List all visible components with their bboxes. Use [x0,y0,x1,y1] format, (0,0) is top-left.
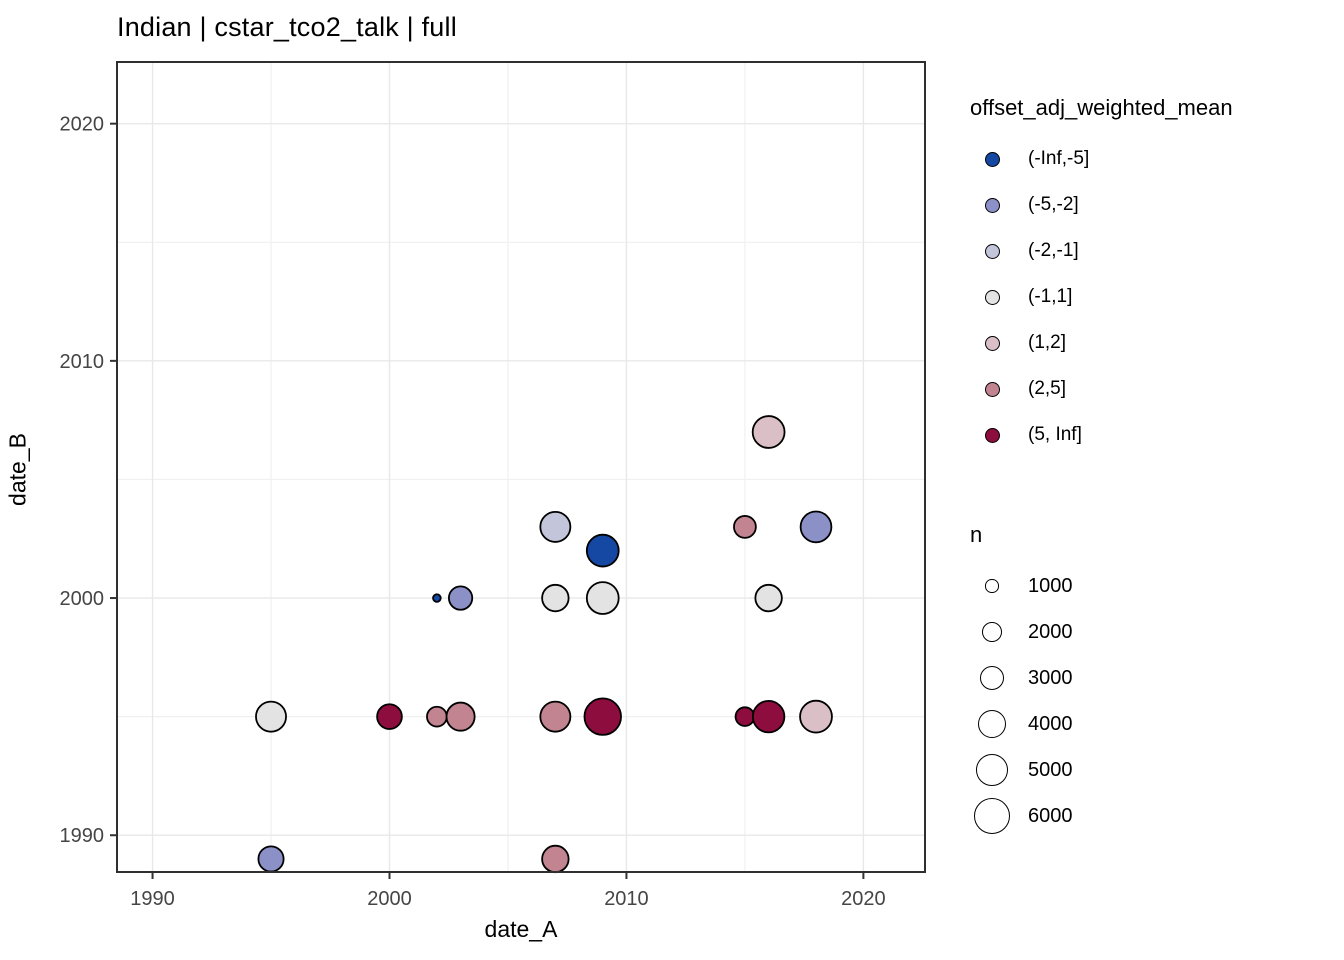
color-legend-label: (1,2] [1028,332,1067,353]
y-tick-label: 1990 [60,825,105,847]
data-point [541,844,570,874]
data-point [585,581,620,615]
color-swatch-circle [984,335,1000,351]
color-swatch-circle [984,197,1000,213]
color-legend-items: (-Inf,-5] (-5,-2] (-2,-1] (-1,1] (1,2] (2,5] (… [970,136,1330,458]
y-axis-title: date_B [4,433,31,506]
legend-key-box [970,622,1014,642]
size-legend-item: 2000 [970,609,1330,655]
data-point [754,583,783,613]
data-point [541,583,570,613]
data-point [734,706,756,727]
color-legend-label: (-5,-2] [1028,194,1079,215]
color-legend-label: (-2,-1] [1028,240,1079,261]
size-legend-label: 6000 [1028,804,1073,827]
color-legend-item: (-Inf,-5] [970,136,1330,182]
color-legend: offset_adj_weighted_mean (-Inf,-5] (-5,-2… [970,96,1330,458]
data-point [751,699,786,734]
color-legend-item: (-5,-2] [970,182,1330,228]
size-key-circle [977,709,1007,739]
color-legend-item: (1,2] [970,320,1330,366]
legend-key-box [970,197,1014,213]
data-point [799,510,833,544]
x-tick-label: 2000 [367,888,412,910]
x-tick-label: 1990 [130,888,175,910]
data-point [751,415,786,449]
panel-border [116,61,926,873]
color-legend-item: (2,5] [970,366,1330,412]
x-tick-label: 2020 [841,888,886,910]
size-legend-label: 3000 [1028,666,1073,689]
x-axis-title: date_A [484,916,558,942]
size-legend-label: 5000 [1028,758,1073,781]
x-tick-label: 2010 [604,888,649,910]
data-point [585,533,620,568]
size-legend-item: 5000 [970,747,1330,793]
legend-key-box [970,798,1014,834]
data-point [447,585,474,611]
legend-key-box [970,151,1014,167]
size-key-circle [985,579,999,593]
color-legend-title: offset_adj_weighted_mean [970,95,1233,120]
data-point [583,697,622,736]
y-tick-label: 2000 [60,588,105,610]
color-legend-label: (5, Inf] [1028,424,1082,445]
data-point [733,515,757,539]
data-point [257,845,285,873]
legend-key-box [970,579,1014,593]
size-legend-item: 6000 [970,793,1330,839]
color-legend-item: (-1,1] [970,274,1330,320]
size-key-circle [975,753,1009,787]
legend-key-box [970,427,1014,443]
color-swatch-circle [984,427,1000,443]
size-legend-label: 2000 [1028,620,1073,643]
color-legend-item: (-2,-1] [970,228,1330,274]
legend-key-box [970,289,1014,305]
size-legend-item: 3000 [970,655,1330,701]
color-legend-label: (-1,1] [1028,286,1073,307]
legend-key-box [970,753,1014,787]
legend-key-box [970,665,1014,691]
data-point [539,700,572,733]
color-legend-label: (-Inf,-5] [1028,148,1090,169]
size-key-circle [974,798,1010,834]
size-legend-label: 4000 [1028,712,1073,735]
y-tick-label: 2010 [60,351,105,373]
size-legend-item: 4000 [970,701,1330,747]
legend-key-box [970,243,1014,259]
color-swatch-circle [984,381,1000,397]
size-key-circle [982,622,1002,642]
data-point [376,703,403,730]
size-key-circle [979,665,1005,691]
data-point [426,705,448,728]
size-legend-items: 1000 2000 3000 4000 5000 6000 [970,563,1330,839]
size-legend: n 1000 2000 3000 4000 5000 6000 [970,523,1330,839]
legend-key-box [970,335,1014,351]
data-point [255,700,287,733]
legend-key-box [970,709,1014,739]
legend-key-box [970,381,1014,397]
color-swatch-circle [984,289,1000,305]
color-swatch-circle [984,151,1000,167]
color-legend-label: (2,5] [1028,378,1067,399]
data-point [799,699,833,734]
size-legend-label: 1000 [1028,574,1073,597]
data-point [432,593,442,603]
size-legend-title: n [970,522,983,547]
size-legend-item: 1000 [970,563,1330,609]
y-tick-label: 2020 [60,114,105,136]
color-legend-item: (5, Inf] [970,412,1330,458]
data-point [539,510,572,543]
color-swatch-circle [984,243,1000,259]
chart-title: Indian | cstar_tco2_talk | full [117,12,457,42]
data-point [445,701,476,732]
